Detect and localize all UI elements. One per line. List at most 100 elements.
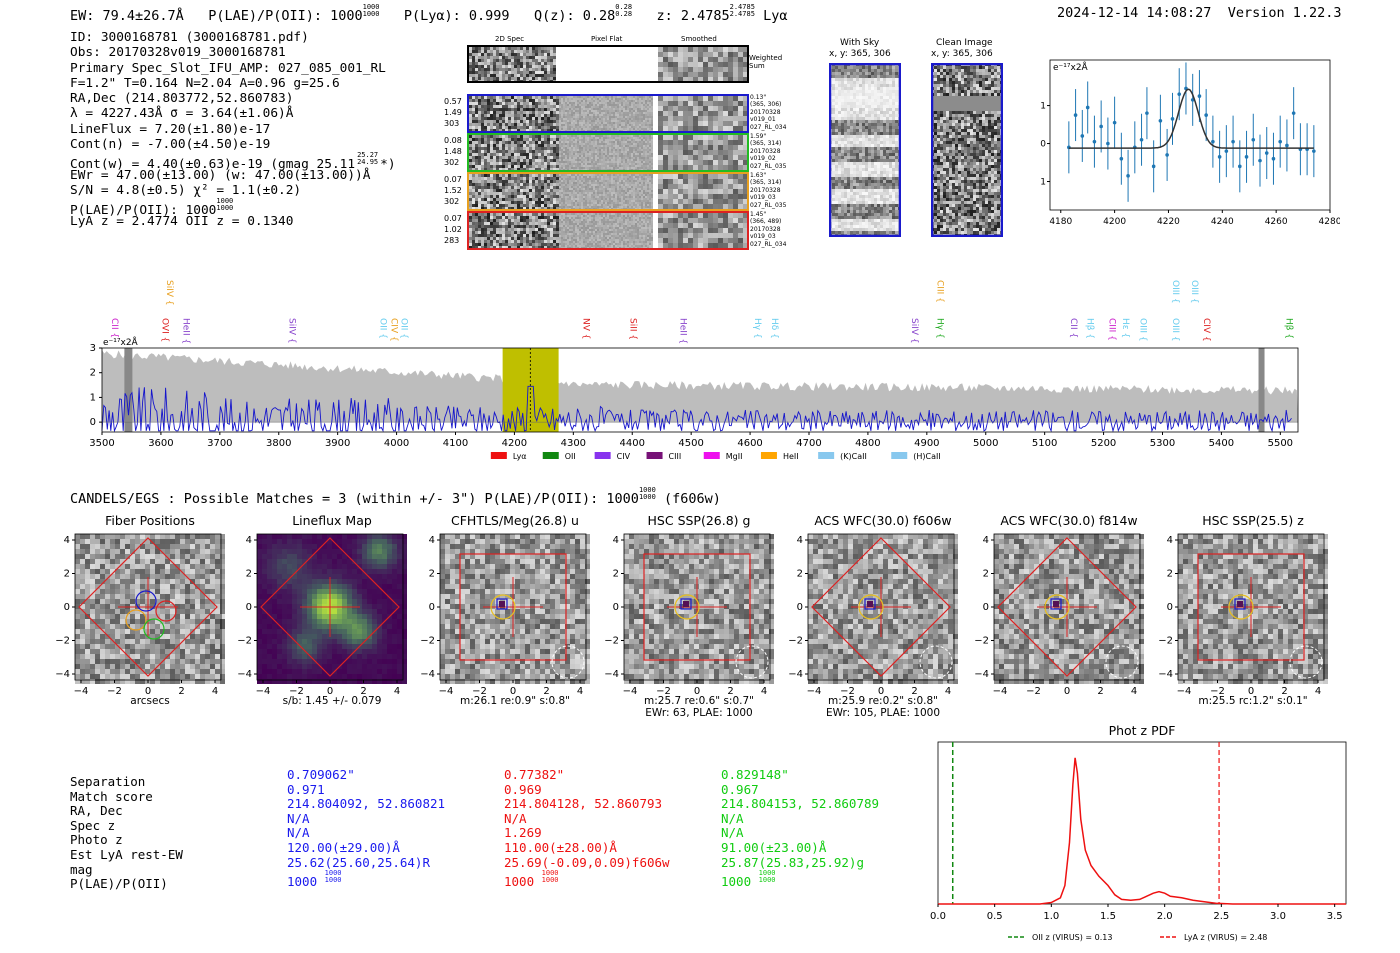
spectrum-line-label: CIII { (1107, 318, 1117, 341)
spec2d-row (467, 94, 749, 133)
with-sky-xy: x, y: 365, 306 (829, 49, 891, 59)
catalog-match-box (1234, 598, 1246, 610)
spectrum-line-label: CIV { (1201, 318, 1211, 342)
legend-swatch (646, 452, 663, 459)
photz-xtick-label: 1.5 (1100, 911, 1116, 922)
header-z-line: Lyα (763, 8, 788, 24)
weighted-sum-image (469, 47, 747, 81)
catalog-source (499, 601, 505, 607)
stamp-caption: s/b: 1.45 +/- 0.079 (282, 695, 382, 707)
spec2d-row-meta-line: 1.45" (750, 211, 767, 218)
info-id: ID: 3000168781 (3000168781.pdf) (70, 30, 309, 45)
linefit-xtick-label: 4240 (1211, 217, 1234, 227)
stamp-plot: 4 2 0 −2 −4 −4 −2 0 2 4 (55, 533, 225, 697)
spectrum-xtick-label: 5500 (1268, 438, 1293, 449)
spectrum-xtick-label: 5100 (1032, 438, 1057, 449)
spectrum-line-label: Hγ { (934, 318, 944, 339)
match-row-label: P(LAE)/P(OII) (70, 876, 168, 892)
catalog-match-box (496, 598, 508, 610)
stamp-title: ACS WFC(30.0) f606w (814, 513, 952, 528)
spectrum-line-label: CIV { (388, 318, 398, 342)
linefit-point (1073, 113, 1078, 117)
legend-label: HeII (783, 452, 799, 461)
detection-info: ID: 3000168781 (3000168781.pdf) Obs: 201… (70, 30, 396, 229)
stamp-ytick-label: 0 (246, 602, 252, 613)
linefit-point (1170, 117, 1175, 121)
spec2d-row-stats: 0.57 1.49 303 (444, 96, 462, 129)
legend-swatch (703, 452, 720, 459)
stamp-title: ACS WFC(30.0) f814w (1000, 513, 1138, 528)
stamp-xtick-label: −4 (993, 686, 1008, 697)
spec2d-row-meta: 1.45" (366, 489) 20170328 v019_03 027_RL_034 (750, 211, 786, 248)
stamp-ytick-label: −2 (55, 636, 70, 647)
spec2d-row-meta-line: 1.63" (750, 172, 767, 179)
legend-swatch (594, 452, 611, 459)
match-value: N/A (721, 825, 744, 841)
stamp-ytick-label: 4 (983, 535, 989, 546)
spectrum-line-label: CIII { (934, 280, 944, 303)
match-value: 120.00(±29.00)Å (287, 839, 400, 855)
spectrum-xtick-label: 4600 (737, 438, 762, 449)
info-fit: F=1.2" T=0.164 N=2.04 A=0.96 g=25.6 (70, 75, 340, 91)
info-contw: Cont(w) = 4.40(±0.63)e-19 (gmag 25.11 25.… (70, 151, 396, 173)
header-ew: EW: 79.4±26.7Å P(LAE)/P(OII): 1000 1000 10… (70, 4, 788, 25)
catalog-match-circle (674, 594, 700, 620)
photz-xtick-label: 0.0 (930, 911, 946, 922)
stamp-xtick-label: 2 (911, 686, 917, 697)
stamp-ytick-label: 2 (797, 569, 803, 580)
stamp-fov (997, 537, 1137, 677)
spectrum-line-label: OIII { (1170, 280, 1180, 304)
weighted-sum-row (467, 45, 749, 83)
spectrum-line-label: Hδ { (769, 318, 779, 339)
stamp-title: HSC SSP(26.8) g (647, 513, 751, 528)
linefit-ytick-label: -1 (1040, 178, 1046, 188)
linefit-point (1099, 124, 1103, 129)
spectrum-xtick-label: 4500 (678, 438, 703, 449)
linefit-point (1217, 155, 1222, 159)
spec2d-row-stat: 0.07 (444, 175, 462, 184)
match-value: 1000 1000 1000 (721, 869, 776, 890)
stamp-ytick-label: 0 (613, 602, 619, 613)
stamp-ytick-label: 0 (983, 602, 989, 613)
spectrum-line-label: HeII { (678, 318, 688, 344)
with-sky-image (829, 63, 901, 237)
photz-pdf-curve (938, 757, 1346, 905)
spectrum-xtick-label: 4200 (502, 438, 527, 449)
legend-label: (H)CaII (913, 452, 940, 461)
info-radec: RA,Dec (214.803772,52.860783) (70, 91, 294, 107)
match-value: 25.87(25.83,25.92)g (721, 854, 864, 870)
match-value: 214.804153, 52.860789 (721, 796, 880, 812)
photz-pdf-plot: Phot z PDF 0.0 0.5 1.0 1.5 2.0 2.5 3.0 3.5 OII z … (930, 723, 1347, 942)
match-row-label: RA, Dec (70, 803, 123, 819)
linefit-xtick-label: 4280 (1319, 217, 1340, 227)
spec2d-row-meta-line: (366, 489) (750, 218, 782, 226)
stamp-xtick-label: 2 (1281, 686, 1287, 697)
spec2d-row-meta-line: 1.59" (750, 133, 767, 140)
info-cont: Cont(n) = -7.00(±4.50)e-19 (70, 137, 271, 153)
header-qz: Q(z): 0.28 (533, 8, 616, 24)
info-plae: P(LAE)/P(OII): 1000 1000 1000 (70, 197, 234, 219)
match-value: 25.62(25.60,25.64)R (287, 854, 430, 870)
spec2d-row-meta-line: 027_RL_035 (750, 162, 787, 170)
linefit-point (1211, 139, 1215, 144)
header-timestamp-block: 2024-12-14 14:08:27 Version 1.22.3 (1057, 5, 1342, 21)
legend-label: CIII (669, 452, 682, 461)
version: Version 1.22.3 (1227, 5, 1342, 21)
header-plae: P(LAE)/P(OII): 1000 (208, 8, 363, 24)
stamp-title: CFHTLS/Meg(26.8) u (451, 513, 579, 528)
spec2d-row-stat: 303 (444, 119, 460, 128)
spec2d-row-stat: 302 (444, 158, 460, 167)
spectrum-xtick-label: 5200 (1091, 438, 1116, 449)
stamp-ytick-label: −4 (55, 669, 70, 680)
match-value: 1000 1000 1000 (504, 869, 559, 890)
linefit-point (1158, 118, 1163, 123)
stamp-xtick-label: 0 (327, 686, 333, 697)
linefit-point (1112, 120, 1117, 125)
stamp-plot: 4 2 0 −2 −4 −4 −2 0 2 4 (604, 533, 774, 697)
photz-frame (937, 741, 1347, 905)
match-value: 214.804092, 52.860821 (287, 796, 446, 812)
stamp-plot: 4 2 0 −2 −4 −4 −2 0 2 4 (788, 533, 958, 697)
stamp-ytick-label: 4 (613, 535, 619, 546)
spec2d-row-meta-line: 20170328 (750, 147, 781, 155)
legend-swatch (542, 452, 559, 459)
